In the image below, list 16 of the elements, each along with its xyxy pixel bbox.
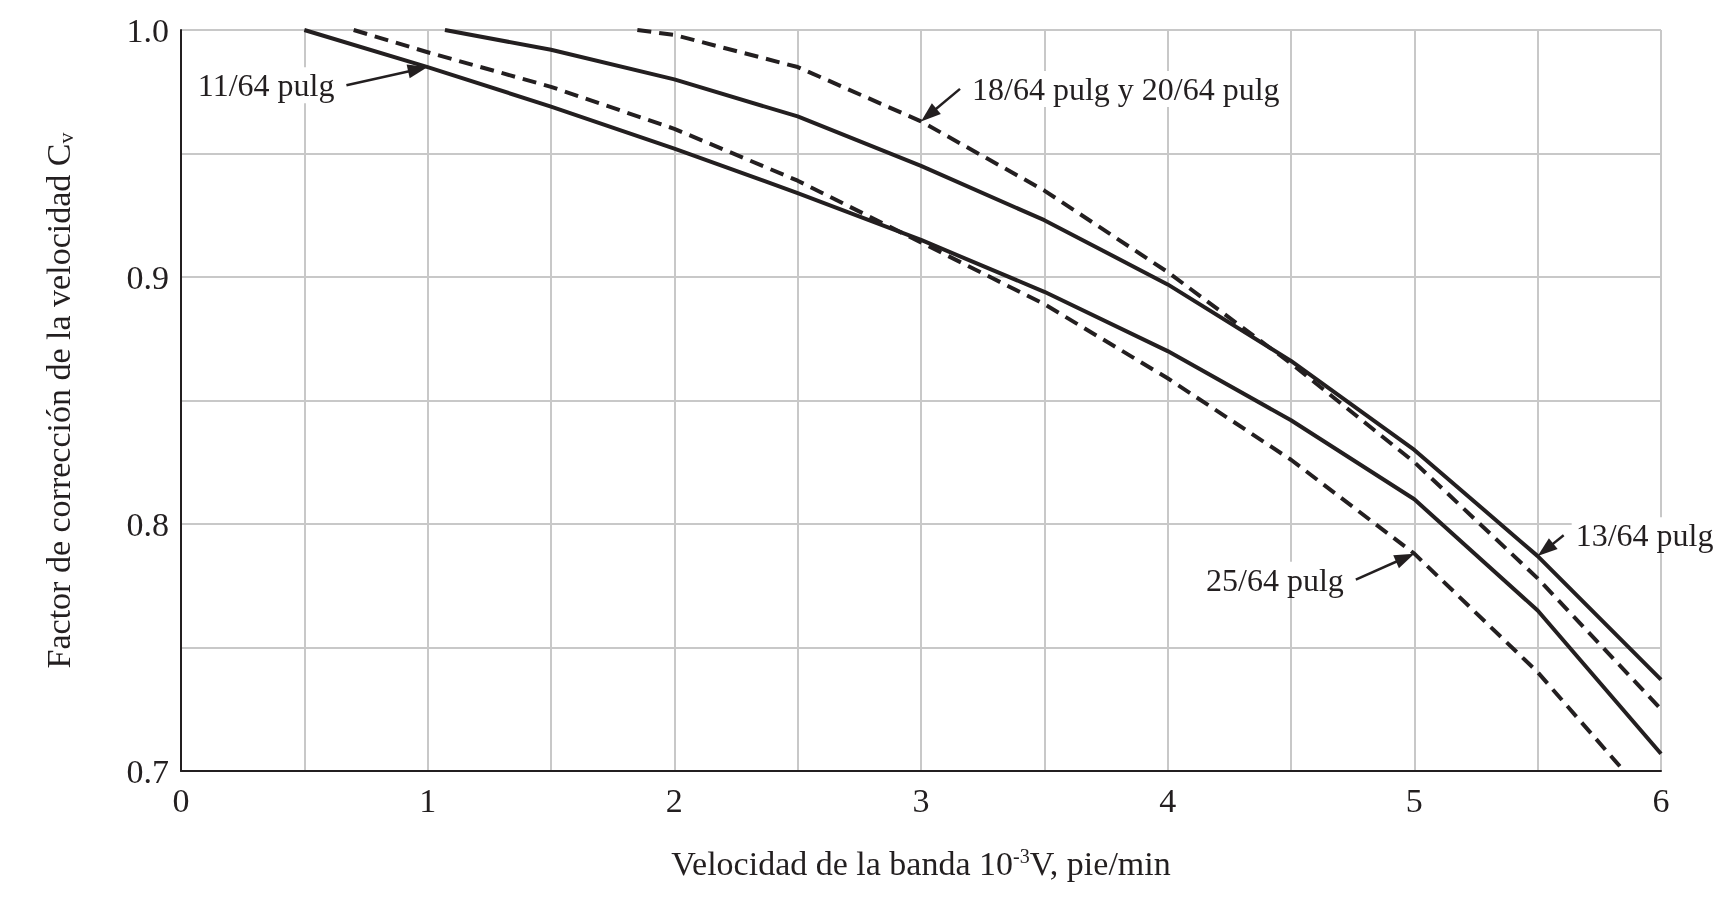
y-tick-label: 0.8 xyxy=(126,505,169,543)
x-tick-label: 2 xyxy=(665,781,683,819)
y-axis-title: Factor de corrección de la velocidad Cv xyxy=(39,132,78,669)
x-tick-label: 6 xyxy=(1652,781,1670,819)
annotation: 11/64 pulg xyxy=(197,67,335,104)
x-tick-label: 0 xyxy=(172,781,190,819)
x-tick-label: 5 xyxy=(1405,781,1423,819)
y-tick-label: 1.0 xyxy=(126,11,169,49)
y-tick-label: 0.7 xyxy=(126,752,169,790)
x-tick-label: 4 xyxy=(1159,781,1177,819)
annotation: 18/64 pulg y 20/64 pulg xyxy=(972,70,1280,107)
y-tick-label: 0.9 xyxy=(126,258,169,296)
x-tick-label: 3 xyxy=(912,781,930,819)
annotation: 25/64 pulg xyxy=(1206,561,1344,598)
x-tick-label: 1 xyxy=(419,781,437,819)
annotation: 13/64 pulg xyxy=(1575,517,1713,554)
